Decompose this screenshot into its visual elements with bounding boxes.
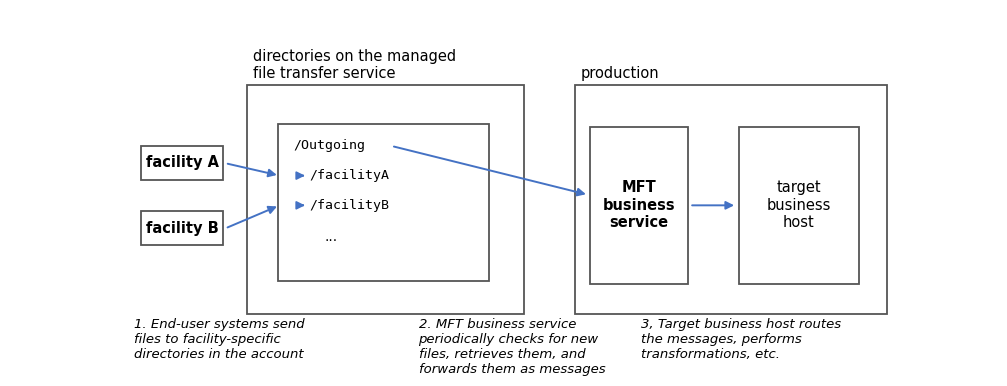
Bar (278, 124, 488, 281)
Text: production: production (581, 66, 660, 81)
Text: 3, Target business host routes
the messages, performs
transformations, etc.: 3, Target business host routes the messa… (641, 318, 841, 361)
Text: target
business
host: target business host (766, 180, 831, 230)
Bar (247, 85, 524, 314)
Bar (141, 146, 224, 180)
Bar (575, 85, 887, 314)
Text: facility B: facility B (146, 221, 219, 236)
Text: directories on the managed
file transfer service: directories on the managed file transfer… (253, 49, 456, 81)
Bar (141, 211, 224, 245)
Text: 1. End-user systems send
files to facility-specific
directories in the account: 1. End-user systems send files to facili… (134, 318, 304, 361)
Text: facility A: facility A (146, 156, 219, 171)
Text: MFT
business
service: MFT business service (603, 180, 676, 230)
Bar (590, 127, 688, 284)
Text: ...: ... (325, 230, 338, 244)
Text: /facilityA: /facilityA (309, 169, 390, 182)
Text: /Outgoing: /Outgoing (294, 139, 366, 152)
Text: /facilityB: /facilityB (309, 199, 390, 212)
Bar (738, 127, 860, 284)
Text: 2. MFT business service
periodically checks for new
files, retrieves them, and
f: 2. MFT business service periodically che… (419, 318, 605, 376)
